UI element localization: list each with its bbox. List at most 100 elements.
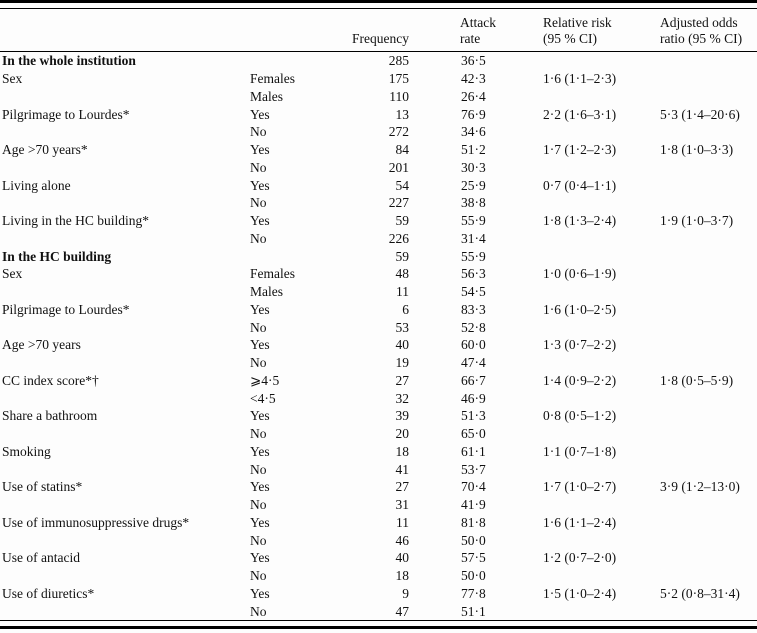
category-cell: Yes xyxy=(250,177,270,193)
frequency-cell: 6 xyxy=(402,301,409,317)
top-inner-rule xyxy=(0,7,757,9)
category-cell: No xyxy=(250,195,267,211)
table-row: Use of diuretics* Yes 9 77·8 1·5 (1·0–2·4) 5·… xyxy=(0,585,757,603)
frequency-cell: 175 xyxy=(388,71,409,87)
table-row: Males 11 54·5 xyxy=(0,283,757,301)
adjusted-or-cell xyxy=(660,549,757,567)
attack-rate-cell: 51·1 xyxy=(461,603,486,619)
bottom-outer-rule xyxy=(0,626,757,630)
relative-risk-cell: 1·7 (1·2–2·3) xyxy=(543,142,617,158)
frequency-cell: 31 xyxy=(395,497,410,513)
frequency-cell: 46 xyxy=(395,532,410,548)
adjusted-or-cell xyxy=(660,461,757,479)
attack-rate-cell: 42·3 xyxy=(461,71,486,87)
table-row: Share a bathroom Yes 39 51·3 0·8 (0·5–1·2) xyxy=(0,407,757,425)
table-row: No 272 34·6 xyxy=(0,123,757,141)
row-label xyxy=(0,567,250,585)
row-label xyxy=(0,496,250,514)
table-row: No 19 47·4 xyxy=(0,354,757,372)
category-cell: No xyxy=(250,426,267,442)
relative-risk-cell xyxy=(543,283,660,301)
relative-risk-cell: 1·8 (1·3–2·4) xyxy=(543,213,617,229)
table-row: Use of immunosuppressive drugs* Yes 11 81·8… xyxy=(0,514,757,532)
category-cell: Males xyxy=(250,284,283,300)
attack-rate-cell: 54·5 xyxy=(461,284,486,300)
category-cell: Yes xyxy=(250,213,270,229)
attack-rate-cell: 50·0 xyxy=(461,568,486,584)
row-label: Age >70 years xyxy=(2,337,81,353)
category-cell: Yes xyxy=(250,514,270,530)
adjusted-or-cell xyxy=(660,248,757,266)
category-cell: No xyxy=(250,532,267,548)
relative-risk-cell: 1·3 (0·7–2·2) xyxy=(543,337,617,353)
attack-rate-cell: 56·3 xyxy=(461,266,486,282)
adjusted-or-cell: 3·9 (1·2–13·0) xyxy=(660,479,740,495)
attack-rate-cell: 30·3 xyxy=(461,159,486,175)
row-label xyxy=(0,230,250,248)
row-label: Living in the HC building* xyxy=(2,213,149,229)
category-cell: No xyxy=(250,159,267,175)
category-cell: ⩾4·5 xyxy=(250,372,280,388)
table-row: Pilgrimage to Lourdes* Yes 6 83·3 1·6 (1·0–2… xyxy=(0,301,757,319)
category-cell: No xyxy=(250,603,267,619)
attack-rate-cell: 41·9 xyxy=(461,497,486,513)
table-row: Use of antacid Yes 40 57·5 1·2 (0·7–2·0) xyxy=(0,549,757,567)
category-cell: No xyxy=(250,230,267,246)
attack-rate-cell: 51·2 xyxy=(461,142,486,158)
col-header-frequency: Frequency xyxy=(338,8,410,53)
table-row: CC index score*† ⩾4·5 27 66·7 1·4 (0·9–2·2) 1… xyxy=(0,372,757,390)
row-label: Use of statins* xyxy=(2,479,83,495)
table-row: Living alone Yes 54 25·9 0·7 (0·4–1·1) xyxy=(0,177,757,195)
category-cell: Females xyxy=(250,71,295,87)
row-label: Sex xyxy=(2,71,23,87)
frequency-cell: 110 xyxy=(389,88,409,104)
adjusted-or-cell xyxy=(660,230,757,248)
frequency-cell: 272 xyxy=(388,124,409,140)
table-row: No 18 50·0 xyxy=(0,567,757,585)
row-label: Sex xyxy=(2,266,23,282)
adjusted-or-cell xyxy=(660,177,757,195)
row-label xyxy=(0,425,250,443)
attack-rate-cell: 60·0 xyxy=(461,337,486,353)
statistics-table: Frequency Attack rate Relative risk (95 … xyxy=(0,8,757,621)
adjusted-or-cell: 1·8 (1·0–3·3) xyxy=(660,142,734,158)
adjusted-or-cell xyxy=(660,567,757,585)
attack-rate-cell: 65·0 xyxy=(461,426,486,442)
col-header-category xyxy=(250,8,338,53)
relative-risk-cell xyxy=(543,88,660,106)
relative-risk-cell xyxy=(543,567,660,585)
adjusted-or-cell xyxy=(660,390,757,408)
frequency-cell: 84 xyxy=(395,142,410,158)
attack-rate-cell: 55·9 xyxy=(461,213,486,229)
adjusted-or-cell xyxy=(660,283,757,301)
row-label xyxy=(0,283,250,301)
row-label: Pilgrimage to Lourdes* xyxy=(2,301,130,317)
frequency-cell: 20 xyxy=(395,426,410,442)
attack-rate-cell: 36·5 xyxy=(461,53,486,69)
col-header-label xyxy=(0,8,250,53)
category-cell: No xyxy=(250,568,267,584)
attack-rate-cell: 34·6 xyxy=(461,124,486,140)
category-cell: Yes xyxy=(250,443,270,459)
adjusted-or-cell xyxy=(660,532,757,550)
relative-risk-cell xyxy=(543,123,660,141)
frequency-cell: 227 xyxy=(388,195,409,211)
adjusted-or-cell xyxy=(660,70,757,88)
attack-rate-cell: 76·9 xyxy=(461,106,486,122)
frequency-cell: 27 xyxy=(395,372,410,388)
row-label: Living alone xyxy=(2,177,71,193)
frequency-cell: 41 xyxy=(395,461,410,477)
adjusted-or-cell xyxy=(660,319,757,337)
table-row: Smoking Yes 18 61·1 1·1 (0·7–1·8) xyxy=(0,443,757,461)
table-row: Pilgrimage to Lourdes* Yes 13 76·9 2·2 (1·6–… xyxy=(0,106,757,124)
table-header: Frequency Attack rate Relative risk (95 … xyxy=(0,8,757,53)
table-row: In the HC building 59 55·9 xyxy=(0,248,757,266)
frequency-cell: 19 xyxy=(395,355,410,371)
relative-risk-cell xyxy=(543,496,660,514)
row-label: Age >70 years* xyxy=(2,142,88,158)
relative-risk-cell: 1·6 (1·1–2·4) xyxy=(543,514,617,530)
adjusted-or-cell xyxy=(660,336,757,354)
header-row: Frequency Attack rate Relative risk (95 … xyxy=(0,8,757,53)
row-label xyxy=(0,390,250,408)
attack-rate-cell: 55·9 xyxy=(461,248,486,264)
